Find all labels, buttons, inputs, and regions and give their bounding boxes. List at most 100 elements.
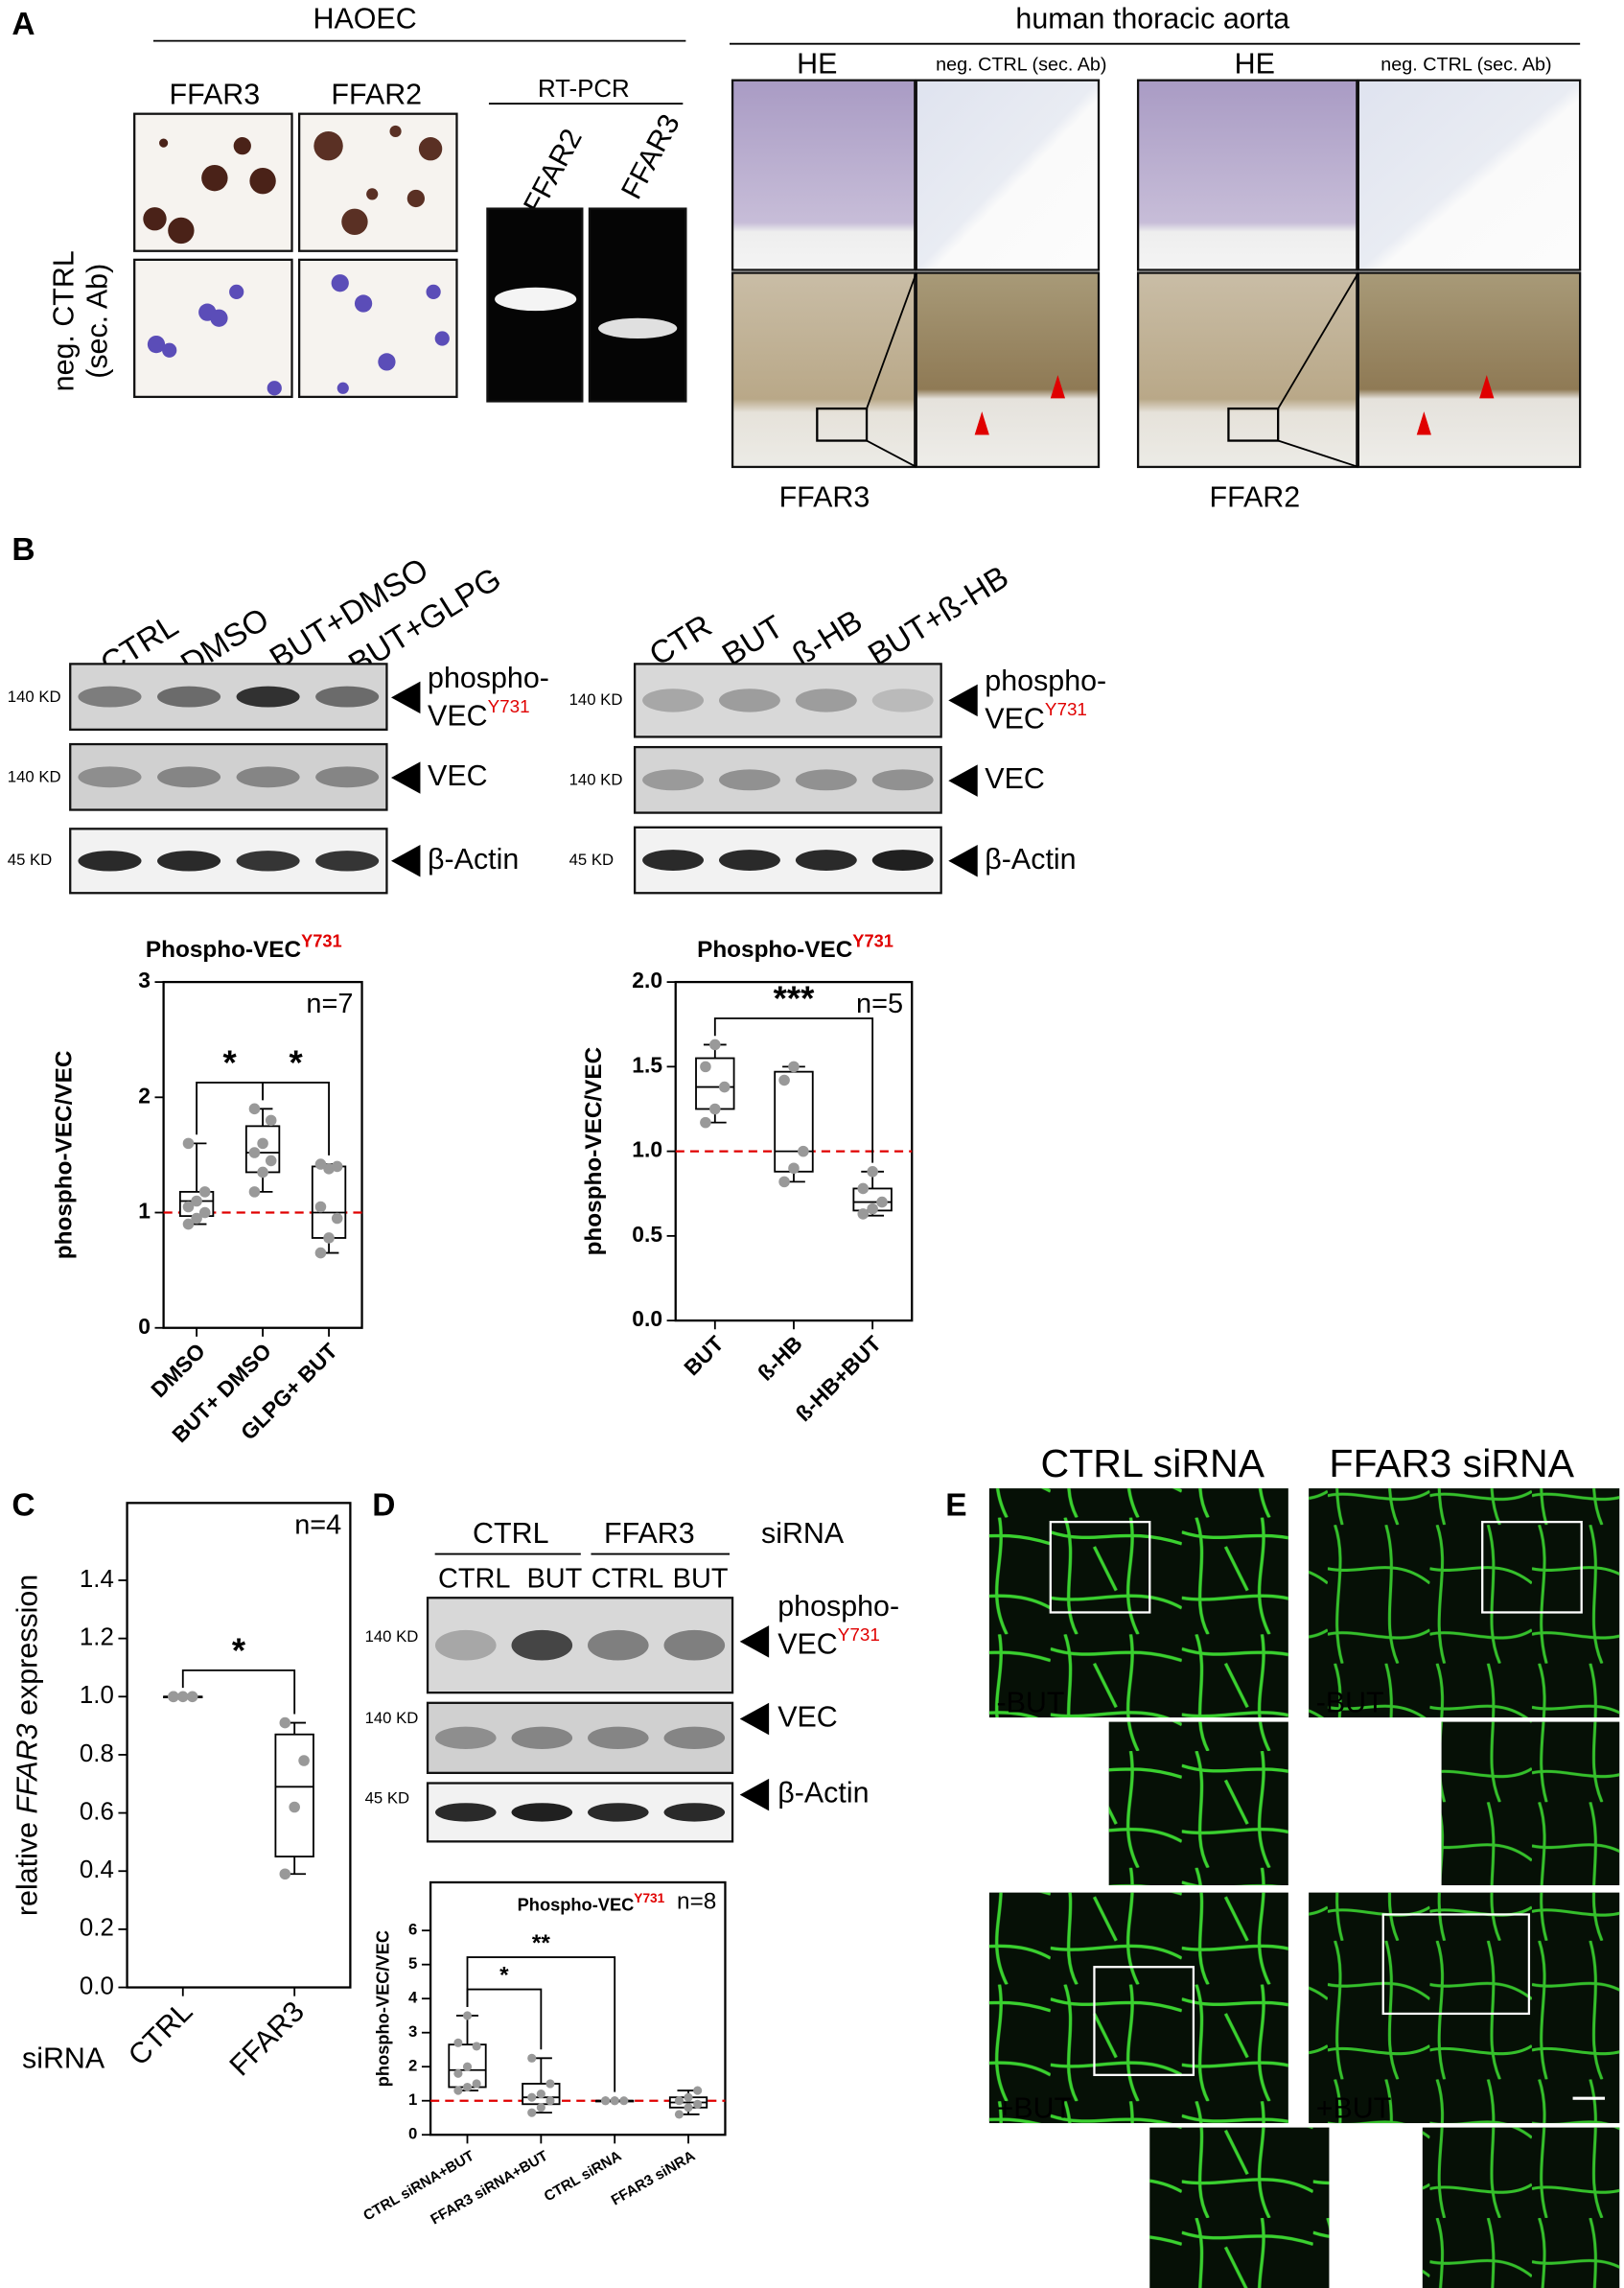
label: VEC xyxy=(428,759,488,792)
arrowhead xyxy=(1479,375,1495,399)
data-point xyxy=(168,1691,179,1703)
blot-band xyxy=(236,766,300,788)
significance-label: * xyxy=(289,1042,303,1082)
label: 45 KD xyxy=(365,1789,409,1808)
cell xyxy=(249,167,276,195)
cell xyxy=(378,353,396,371)
y-tick-label: 1.5 xyxy=(632,1052,662,1077)
image xyxy=(731,271,916,469)
label: 140 KD xyxy=(569,771,623,789)
blot-band xyxy=(871,850,934,871)
data-point xyxy=(186,1691,198,1703)
data-point xyxy=(545,2079,555,2089)
y-tick-label: 0.5 xyxy=(632,1222,662,1247)
label: RT-PCR xyxy=(538,76,630,103)
image xyxy=(1136,271,1358,469)
zoom-box xyxy=(1227,407,1280,442)
y-tick-label: 3 xyxy=(408,2022,417,2041)
micrograph-signal xyxy=(1422,2127,1620,2288)
cell xyxy=(233,137,251,155)
cell xyxy=(162,342,177,358)
data-point xyxy=(265,1114,277,1127)
significance-bracket xyxy=(181,1669,296,1715)
data-point xyxy=(331,1212,343,1225)
data-point xyxy=(279,1716,291,1729)
image xyxy=(133,258,293,399)
blot-band xyxy=(718,689,780,712)
data-point xyxy=(331,1160,343,1173)
y-tick-label: 6 xyxy=(408,1921,417,1939)
n-annotation: n=4 xyxy=(294,1509,341,1540)
arrow xyxy=(390,761,421,794)
label: E xyxy=(945,1488,966,1524)
blot-band xyxy=(315,686,380,708)
blot-band xyxy=(795,769,857,791)
y-axis-label: phospho-VEC/VEC xyxy=(372,1930,392,2087)
blot-band xyxy=(315,766,380,788)
superscript: Y731 xyxy=(838,1624,880,1645)
y-tick-label: 1.2 xyxy=(80,1623,114,1650)
data-point xyxy=(453,2068,463,2078)
label: 140 KD xyxy=(569,690,623,709)
label: -BUT xyxy=(1316,1686,1384,1718)
y-tick-label: 1.4 xyxy=(80,1566,114,1593)
data-point xyxy=(788,1061,800,1073)
data-point xyxy=(610,2096,619,2106)
blot-label: VECY731 xyxy=(428,696,530,733)
data-point xyxy=(867,1202,878,1215)
cell xyxy=(389,125,402,138)
data-point xyxy=(700,1061,711,1073)
superscript: Y731 xyxy=(301,930,342,950)
data-point xyxy=(198,1186,211,1198)
gel xyxy=(588,207,687,403)
x-axis-label: siRNA xyxy=(22,2043,105,2075)
cell xyxy=(341,208,368,235)
arrow xyxy=(739,1625,770,1658)
n-annotation: n=7 xyxy=(306,989,353,1019)
y-tick-label: 2 xyxy=(408,2057,417,2075)
label: FFAR3 xyxy=(604,1517,695,1550)
data-point xyxy=(265,1155,277,1167)
significance-bracket xyxy=(466,1988,543,2050)
cell xyxy=(434,331,450,346)
y-axis-label: relative FFAR3 expression xyxy=(12,1575,44,1916)
data-point xyxy=(788,1162,800,1175)
data-point xyxy=(684,2092,693,2102)
data-point xyxy=(248,1103,261,1115)
x-tick-label: ß-HB+BUT xyxy=(791,1331,887,1427)
lane-label: ß-HB xyxy=(786,603,869,673)
significance-label: * xyxy=(499,1962,509,1988)
blot-band xyxy=(588,1803,649,1822)
blot-band xyxy=(511,1726,573,1750)
data-point xyxy=(289,1801,300,1813)
arrow xyxy=(948,764,978,797)
label: VEC xyxy=(777,1701,838,1734)
data-point xyxy=(453,2086,463,2095)
title: Phospho-VEC xyxy=(518,1894,635,1914)
blot-band xyxy=(663,1803,726,1822)
label: relative xyxy=(12,1822,44,1916)
data-point xyxy=(778,1074,790,1086)
blot-band xyxy=(78,851,142,872)
blot-band xyxy=(588,1629,649,1661)
significance-label: *** xyxy=(774,978,815,1017)
label: -BUT xyxy=(996,1686,1064,1718)
label: D xyxy=(372,1488,395,1524)
data-point xyxy=(472,2042,481,2051)
y-tick-label: 0 xyxy=(408,2125,417,2143)
label: CTRL xyxy=(592,1564,663,1595)
micrograph-signal xyxy=(1441,1721,1620,1886)
label: β-Actin xyxy=(428,843,519,876)
label: CTRL xyxy=(438,1564,510,1595)
y-tick-label: 1 xyxy=(408,2090,417,2109)
cell xyxy=(229,284,244,299)
y-tick-label: 2.0 xyxy=(632,968,662,992)
image xyxy=(297,258,458,399)
label: neg. CTRL xyxy=(48,250,81,391)
blot-band xyxy=(642,769,705,791)
superscript: Y731 xyxy=(1045,699,1087,719)
x-tick-label: FFAR3 xyxy=(223,1995,311,2082)
y-tick-label: 3 xyxy=(138,968,151,992)
data-point xyxy=(536,2090,545,2099)
chart-title: Phospho-VECY731 xyxy=(697,930,893,963)
